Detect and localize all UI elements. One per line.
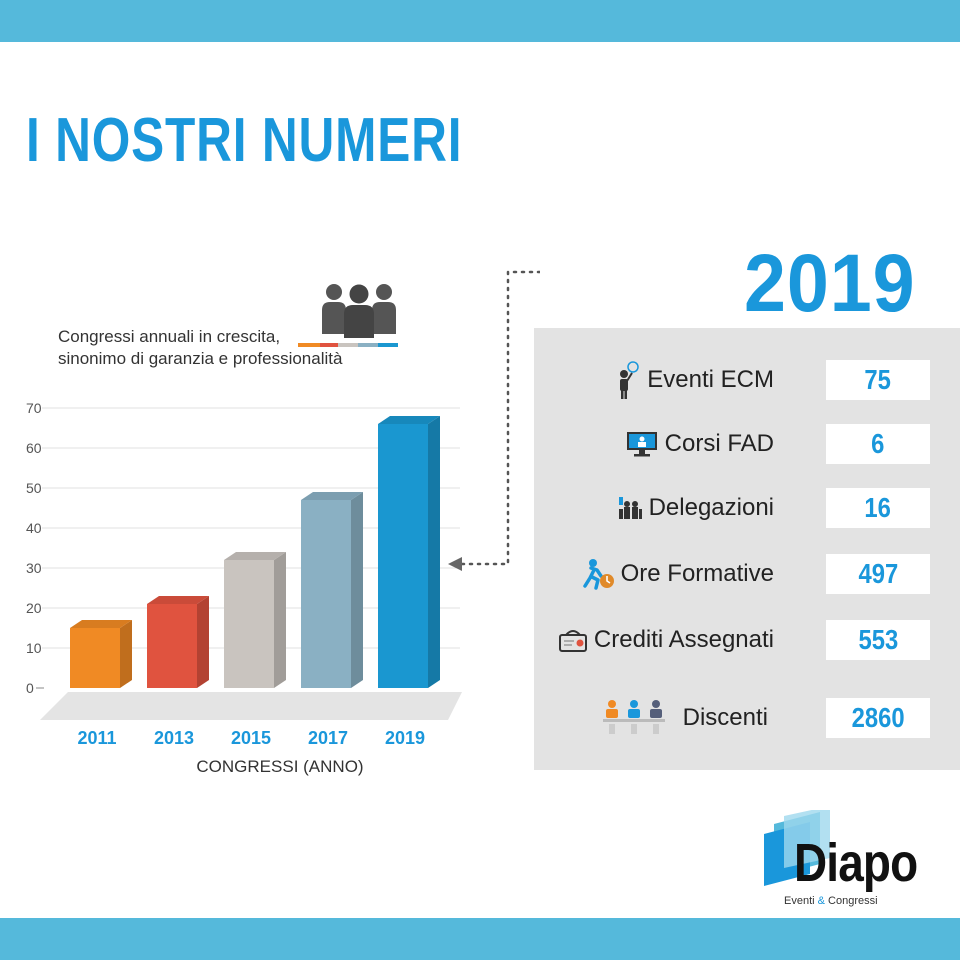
running-clock-icon: [582, 559, 614, 590]
people-group-icon: [322, 284, 396, 338]
x-axis-title: CONGRESSI (ANNO): [196, 757, 363, 776]
stat-label: Corsi FAD: [664, 430, 774, 457]
y-tick-label: 0: [26, 680, 34, 696]
bar-side: [351, 492, 363, 688]
stat-label: Ore Formative: [620, 560, 774, 587]
stat-value: 16: [864, 492, 892, 523]
bar-top: [224, 552, 286, 560]
y-tick-label: 70: [26, 400, 42, 416]
stat-row-corsi-fad: Corsi FAD 6: [534, 422, 960, 466]
bar-front: [147, 604, 197, 688]
bar-2015: [224, 552, 286, 688]
stat-value: 6: [871, 428, 885, 459]
stat-row-eventi-ecm: Eventi ECM 75: [534, 358, 960, 402]
stat-row-ore-formative: Ore Formative 497: [534, 552, 960, 596]
bar-2017: [301, 492, 363, 688]
stats-year: 2019: [744, 238, 916, 329]
stat-label: Crediti Assegnati: [593, 626, 774, 653]
bar-side: [428, 416, 440, 688]
logo-tagline: Eventi & Congressi: [784, 895, 878, 907]
bar-top: [147, 596, 209, 604]
speaker-icon: [620, 361, 640, 399]
y-axis-ticks: 0 10 20 30 40 50 60 70: [26, 400, 44, 696]
x-tick-label: 2019: [385, 728, 425, 748]
stat-label: Delegazioni: [648, 494, 774, 521]
delegation-icon: [618, 497, 642, 519]
bar-2011: [70, 620, 132, 688]
bottom-band: [0, 918, 960, 960]
chart-caption-line-2: sinonimo di garanzia e professionalità: [58, 349, 343, 368]
y-tick-label: 60: [26, 440, 42, 456]
bar-side: [120, 620, 132, 688]
monitor-icon: [626, 432, 657, 457]
logo-mark: [764, 810, 830, 886]
stat-row-discenti: Discenti 2860: [534, 696, 960, 740]
stat-row-crediti-assegnati: Crediti Assegnati 553: [534, 618, 960, 662]
bar-front: [70, 628, 120, 688]
stat-label: Discenti: [682, 704, 768, 731]
y-tick-label: 40: [26, 520, 42, 536]
bar-chart: 0 10 20 30 40 50 60 70 2011 2013 2015 2017 2019 CON…: [26, 400, 462, 776]
dotted-connector: [448, 270, 540, 571]
stat-row-delegazioni: Delegazioni 16: [534, 486, 960, 530]
bar-2019: [378, 416, 440, 688]
y-tick-label: 30: [26, 560, 42, 576]
top-band: [0, 0, 960, 42]
chart-caption-line-1: Congressi annuali in crescita,: [58, 327, 281, 346]
certificate-icon: [558, 630, 587, 652]
diapo-logo: Diapo Eventi & Congressi: [760, 810, 940, 910]
bar-2013: [147, 596, 209, 688]
bar-side: [274, 552, 286, 688]
learners-icon: [602, 700, 665, 734]
stat-value: 497: [858, 558, 898, 589]
bar-front: [224, 560, 274, 688]
chart-floor: [40, 692, 462, 720]
bars: [70, 416, 440, 688]
stat-value: 75: [864, 364, 892, 395]
stats-panel: Eventi ECM 75 Corsi FAD 6: [534, 328, 960, 770]
x-tick-label: 2013: [154, 728, 194, 748]
stat-value: 2860: [851, 702, 905, 733]
x-tick-label: 2017: [308, 728, 348, 748]
y-tick-label: 50: [26, 480, 42, 496]
bar-top: [301, 492, 363, 500]
x-tick-label: 2011: [77, 728, 116, 748]
bar-front: [301, 500, 351, 688]
x-axis-ticks: 2011 2013 2015 2017 2019: [77, 728, 425, 748]
page-title: I NOSTRI NUMERI: [26, 106, 463, 175]
logo-wordmark: Diapo: [794, 833, 918, 893]
bar-top: [378, 416, 440, 424]
stat-label: Eventi ECM: [647, 366, 774, 393]
y-tick-label: 20: [26, 600, 42, 616]
caption-color-stripe: [298, 343, 398, 347]
chart-caption: Congressi annuali in crescita, sinonimo …: [58, 326, 342, 370]
bar-side: [197, 596, 209, 688]
x-tick-label: 2015: [231, 728, 271, 748]
y-tick-label: 10: [26, 640, 42, 656]
bar-front: [378, 424, 428, 688]
stat-value: 553: [858, 624, 898, 655]
bar-top: [70, 620, 132, 628]
